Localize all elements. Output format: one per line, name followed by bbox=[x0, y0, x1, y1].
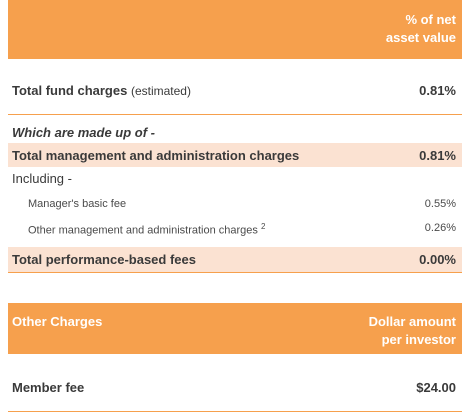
member-fee-row: Member fee $24.00 bbox=[8, 360, 462, 412]
fund-charges-header: % of net asset value bbox=[8, 0, 462, 59]
made-up-of-row: Which are made up of - bbox=[8, 119, 462, 141]
total-mgmt-admin-value: 0.81% bbox=[419, 148, 456, 163]
other-charges-header-label: Other Charges bbox=[12, 314, 103, 329]
total-mgmt-admin-row: Total management and administration char… bbox=[8, 143, 462, 167]
member-fee-value: $24.00 bbox=[416, 380, 456, 395]
total-fund-charges-value: 0.81% bbox=[419, 83, 456, 98]
header-column-percent: % of net asset value bbox=[385, 12, 456, 45]
other-charges-header: Other Charges Dollar amount per investor bbox=[8, 303, 462, 354]
other-mgmt-admin-value: 0.26% bbox=[424, 222, 456, 234]
including-row: Including - bbox=[8, 167, 462, 191]
total-mgmt-admin-label: Total management and administration char… bbox=[12, 148, 300, 163]
header-column-dollar: Dollar amount per investor bbox=[368, 314, 456, 347]
managers-basic-fee-row: Manager's basic fee 0.55% bbox=[8, 191, 462, 217]
total-performance-fees-value: 0.00% bbox=[419, 252, 456, 267]
other-mgmt-admin-label: Other management and administration char… bbox=[28, 222, 266, 237]
made-up-of-label: Which are made up of - bbox=[12, 125, 156, 140]
managers-basic-fee-value: 0.55% bbox=[424, 198, 456, 210]
total-fund-charges-label: Total fund charges (estimated) bbox=[12, 83, 191, 98]
other-charges-table: Other Charges Dollar amount per investor… bbox=[8, 303, 462, 412]
total-performance-fees-row: Total performance-based fees 0.00% bbox=[8, 247, 462, 273]
including-label: Including - bbox=[12, 171, 72, 186]
fund-charges-table: % of net asset value Total fund charges … bbox=[8, 0, 462, 273]
total-performance-fees-label: Total performance-based fees bbox=[12, 252, 196, 267]
total-fund-charges-row: Total fund charges (estimated) 0.81% bbox=[8, 67, 462, 115]
footnote-2: 2 bbox=[260, 222, 266, 231]
other-mgmt-admin-row: Other management and administration char… bbox=[8, 217, 462, 243]
estimated-qualifier: (estimated) bbox=[130, 84, 191, 98]
managers-basic-fee-label: Manager's basic fee bbox=[28, 198, 127, 210]
member-fee-label: Member fee bbox=[12, 380, 85, 395]
